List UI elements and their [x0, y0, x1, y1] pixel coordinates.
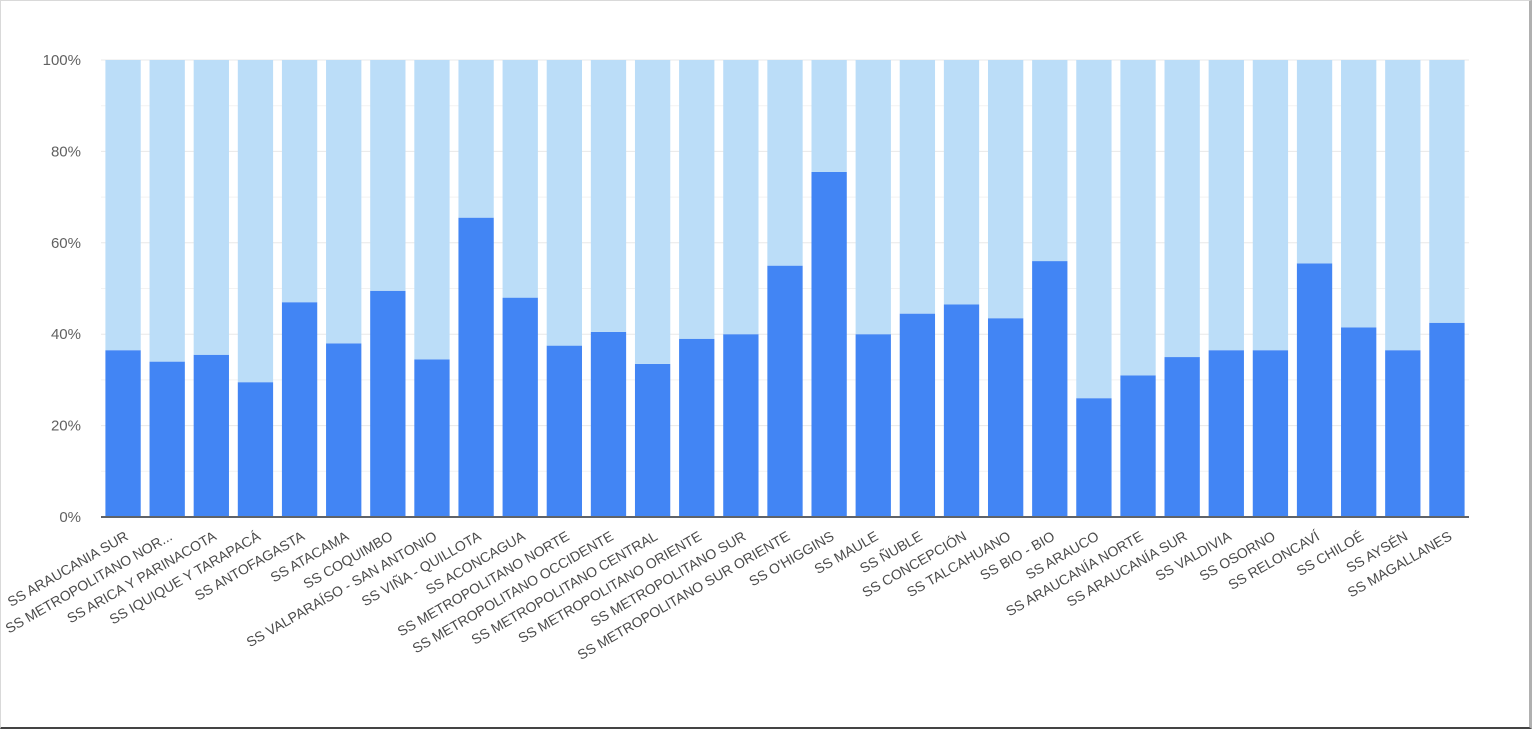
bar-segment-light	[281, 60, 318, 303]
bar-segment-dark	[458, 217, 494, 518]
bar-segment-dark	[1120, 375, 1156, 517]
bar-segment-dark	[943, 304, 980, 517]
bar-segment-dark	[193, 354, 229, 517]
bar-segment-light	[1208, 60, 1244, 351]
bar-segment-dark	[1208, 350, 1244, 517]
bar-segment-light	[237, 60, 274, 383]
bar-segment-light	[811, 60, 847, 172]
bar-segment-light	[546, 60, 583, 346]
bar-segment-light	[1164, 60, 1200, 358]
bar-segment-light	[1120, 60, 1156, 376]
bar-segment-dark	[1164, 357, 1200, 517]
bar-segment-light	[723, 60, 759, 335]
bar-segment-light	[987, 60, 1024, 319]
bar-segment-dark	[1296, 263, 1333, 517]
bar-segment-light	[634, 60, 671, 364]
bar-segment-dark	[1429, 322, 1465, 517]
bar-segment-light	[1076, 60, 1112, 399]
y-tick-label: 100%	[43, 52, 81, 69]
y-tick-label: 80%	[51, 143, 81, 160]
bar-segment-light	[1429, 60, 1465, 323]
bar-segment-dark	[811, 171, 847, 517]
bar-segment-light	[193, 60, 229, 355]
bar-segment-light	[1341, 60, 1377, 328]
bar-segment-dark	[634, 363, 671, 517]
bar-segment-dark	[414, 359, 450, 517]
bar-segment-dark	[679, 338, 715, 517]
bar-segment-dark	[370, 290, 406, 517]
bar-segment-dark	[767, 265, 803, 517]
bar-segment-dark	[105, 350, 141, 517]
bar-segment-dark	[987, 318, 1024, 517]
bar-segment-light	[855, 60, 891, 335]
bar-segment-dark	[1032, 261, 1068, 517]
bar-segment-dark	[899, 313, 936, 517]
bar-segment-light	[899, 60, 936, 314]
bar-segment-dark	[1252, 350, 1289, 517]
bar-segment-light	[458, 60, 494, 218]
bar-segment-light	[943, 60, 980, 305]
bar-segment-dark	[237, 382, 274, 517]
bar-segment-dark	[1341, 327, 1377, 517]
bar-segment-dark	[149, 361, 185, 517]
bar-segment-light	[679, 60, 715, 339]
bar-segment-light	[414, 60, 450, 360]
bars	[105, 60, 1465, 518]
bar-segment-light	[105, 60, 141, 351]
bar-segment-dark	[855, 334, 891, 517]
bar-segment-light	[1032, 60, 1068, 262]
bar-segment-light	[502, 60, 538, 298]
bar-segment-light	[326, 60, 362, 344]
bar-segment-dark	[546, 345, 583, 517]
bar-segment-dark	[326, 343, 362, 517]
bar-segment-light	[370, 60, 406, 291]
bar-segment-light	[1296, 60, 1333, 264]
bar-segment-light	[767, 60, 803, 266]
y-tick-label: 20%	[51, 418, 81, 435]
bar-segment-light	[590, 60, 627, 332]
y-tick-label: 40%	[51, 326, 81, 343]
y-tick-label: 0%	[59, 509, 81, 526]
bar-segment-dark	[723, 334, 759, 517]
bar-segment-dark	[502, 297, 538, 517]
bar-segment-dark	[1385, 350, 1421, 517]
bar-segment-dark	[281, 302, 318, 517]
bar-segment-dark	[590, 331, 627, 517]
bar-segment-dark	[1076, 398, 1112, 517]
y-tick-label: 60%	[51, 235, 81, 252]
bar-segment-light	[1252, 60, 1289, 351]
bar-segment-light	[1385, 60, 1421, 351]
bar-segment-light	[149, 60, 185, 362]
